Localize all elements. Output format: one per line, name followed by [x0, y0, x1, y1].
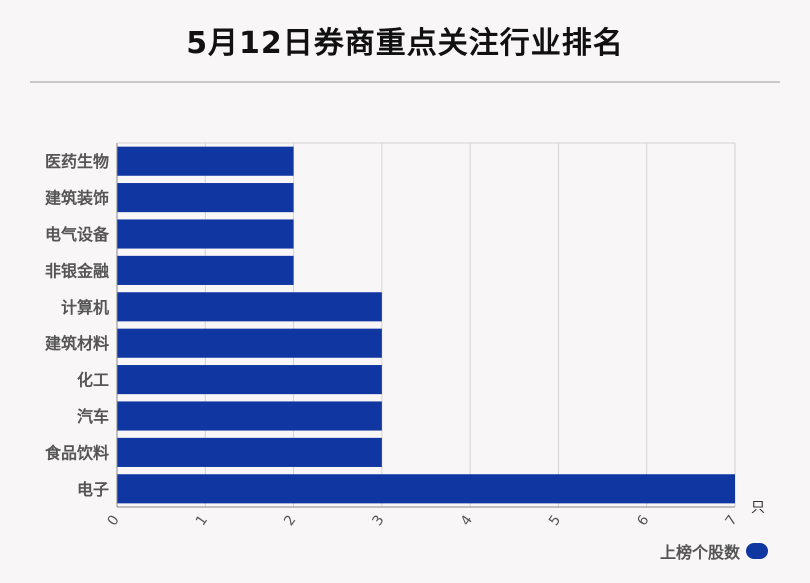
bar-4: [117, 292, 382, 322]
category-label-2: 电气设备: [45, 225, 110, 244]
x-tick-label-1: 1: [193, 512, 211, 528]
x-tick-label-0: 0: [105, 512, 123, 528]
bar-8: [117, 437, 382, 467]
category-label-5: 建筑材料: [45, 334, 109, 353]
bar-7: [117, 401, 382, 431]
bar-3: [117, 255, 294, 285]
category-label-0: 医药生物: [45, 152, 109, 171]
category-label-6: 化工: [77, 371, 109, 390]
x-tick-label-5: 5: [546, 512, 564, 528]
category-label-9: 电子: [77, 480, 109, 499]
category-label-4: 计算机: [61, 298, 109, 317]
x-tick-labels: 0 1 2 3 4 5 6 7: [105, 512, 741, 529]
bars: [117, 146, 735, 504]
bar-2: [117, 219, 294, 249]
x-tick-label-6: 6: [634, 512, 652, 529]
x-tick-label-2: 2: [281, 512, 299, 528]
x-tick-label-7: 7: [723, 512, 741, 528]
bar-0: [117, 146, 294, 176]
legend-swatch: [746, 543, 769, 559]
chart-title: 5月12日券商重点关注行业排名: [186, 26, 624, 61]
category-label-3: 非银金融: [45, 261, 109, 280]
category-label-8: 食品饮料: [44, 443, 109, 462]
x-tick-label-3: 3: [369, 512, 387, 528]
title-divider: [30, 81, 780, 83]
axes: [116, 143, 735, 508]
bar-6: [117, 365, 382, 395]
legend-label: 上榜个股数: [660, 543, 741, 562]
bar-1: [117, 183, 294, 213]
legend[interactable]: 上榜个股数: [660, 540, 769, 562]
x-tick-label-4: 4: [458, 512, 476, 529]
bar-5: [117, 328, 382, 358]
x-unit-label: 只: [751, 500, 765, 516]
category-label-7: 汽车: [77, 407, 109, 426]
category-label-1: 建筑装饰: [45, 189, 109, 208]
bar-9: [117, 474, 735, 504]
